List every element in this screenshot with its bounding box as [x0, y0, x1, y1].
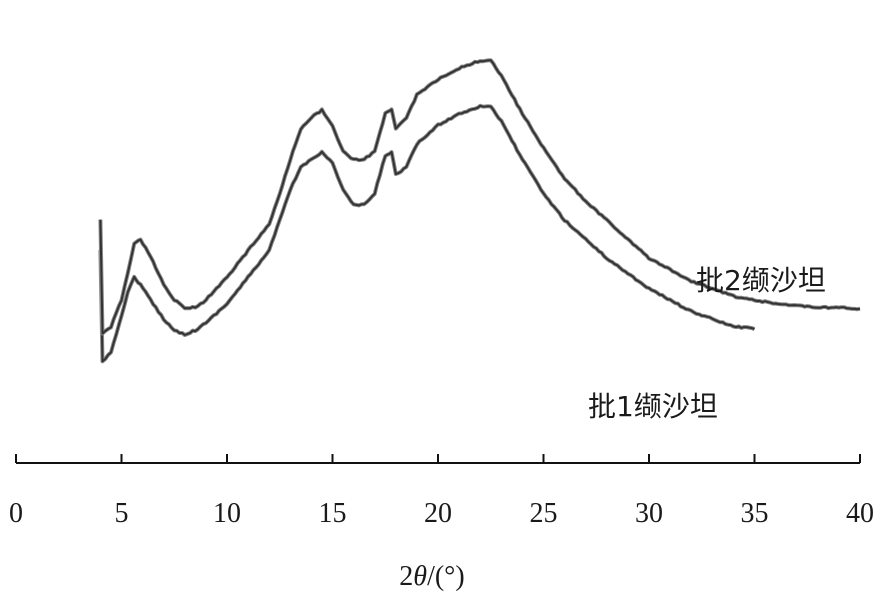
x-tick-label-20: 20	[424, 498, 452, 529]
x-tick-label-35: 35	[741, 498, 769, 529]
x-tick-label-15: 15	[319, 498, 347, 529]
series-line-2	[99, 59, 861, 335]
x-tick-label-40: 40	[846, 498, 874, 529]
x-axis: 0 5 10 15 20 25 30 35 40	[9, 454, 874, 529]
x-axis-title-symbol: θ	[413, 561, 427, 592]
x-tick-label-5: 5	[115, 498, 129, 529]
x-axis-title-prefix: 2	[399, 561, 413, 592]
x-axis-title: 2θ/(°)	[399, 561, 464, 592]
x-tick-label-10: 10	[213, 498, 241, 529]
series-line-1	[99, 104, 755, 363]
x-tick-label-30: 30	[635, 498, 663, 529]
x-tick-label-25: 25	[530, 498, 558, 529]
series-layer	[98, 58, 861, 364]
x-axis-title-suffix: /(°)	[427, 561, 465, 592]
series-halo-1	[98, 103, 756, 364]
series-labels: 批2缬沙坦 批1缬沙坦	[588, 264, 826, 423]
series-label-batch2: 批2缬沙坦	[696, 264, 826, 297]
series-label-batch1: 批1缬沙坦	[588, 390, 718, 423]
x-tick-label-0: 0	[9, 498, 23, 529]
